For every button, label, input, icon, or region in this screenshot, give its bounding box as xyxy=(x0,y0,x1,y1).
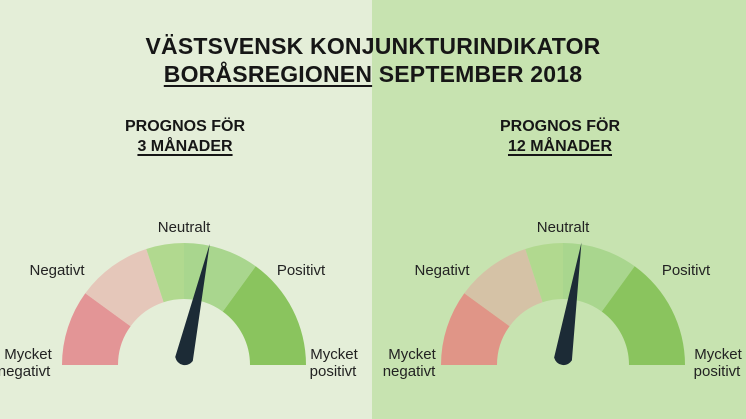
gauge-12m-heading-line2: 12 MÅNADER xyxy=(460,138,660,156)
gauge-12m-label-neutralt: Neutralt xyxy=(537,219,590,236)
gauge-3m-period: 3 MÅNADER xyxy=(137,138,233,155)
gauge-3m-label-neutralt: Neutralt xyxy=(158,219,211,236)
gauge-12m-period: 12 MÅNADER xyxy=(507,138,612,155)
gauge-12m-segment-mycket-positivt xyxy=(601,266,685,365)
page-title-line2: BORÅSREGIONEN SEPTEMBER 2018 xyxy=(0,61,746,88)
gauge-12m-heading-line1: PROGNOS FÖR xyxy=(499,118,620,135)
gauge-12m-segment-mycket-negativt xyxy=(440,293,510,365)
gauge-12m-label-mycket-negativt-2: negativt xyxy=(383,363,436,380)
gauge-12m-label-mycket-positivt-1: Mycket xyxy=(694,346,742,363)
gauge-12m-label-negativt: Negativt xyxy=(414,262,470,279)
gauge-12m: Neutralt Negativt Positivt Mycket negati… xyxy=(383,219,743,380)
gauge-12m-label-mycket-negativt-1: Mycket xyxy=(388,346,436,363)
gauge-12m-label-positivt: Positivt xyxy=(662,262,711,279)
gauge-3m-needle xyxy=(175,243,210,366)
gauge-12m-segment-negativt xyxy=(464,248,543,327)
gauge-12m-segment-positivt xyxy=(563,243,635,312)
gauge-3m-heading-line1: PROGNOS FÖR xyxy=(124,118,245,135)
region-name: BORÅSREGIONEN xyxy=(163,61,373,87)
page-title-line1: VÄSTSVENSK KONJUNKTURINDIKATOR xyxy=(145,33,601,59)
gauge-3m-label-mycket-positivt-2: positivt xyxy=(310,363,358,380)
title-date: SEPTEMBER 2018 xyxy=(372,61,583,87)
gauge-3m-label-positivt: Positivt xyxy=(277,262,326,279)
gauge-3m-label-mycket-negativt-1: Mycket xyxy=(4,346,52,363)
gauge-3m: Neutralt Negativt Positivt Mycket negati… xyxy=(0,219,359,380)
gauge-3m-heading-line2: 3 MÅNADER xyxy=(85,138,285,156)
gauge-3m-segment-mycket-positivt xyxy=(222,266,306,365)
gauge-12m-segment-neutralt xyxy=(525,243,563,303)
gauge-12m-needle xyxy=(554,242,582,366)
gauge-3m-label-mycket-negativt-2: negativt xyxy=(0,363,51,380)
gauge-3m-segment-neutralt xyxy=(146,243,184,303)
gauge-12m-label-mycket-positivt-2: positivt xyxy=(694,363,742,380)
gauge-3m-segment-mycket-negativt xyxy=(62,293,131,365)
gauge-3m-label-negativt: Negativt xyxy=(29,262,85,279)
gauge-3m-segment-negativt xyxy=(85,248,164,327)
gauge-3m-label-mycket-positivt-1: Mycket xyxy=(310,346,358,363)
